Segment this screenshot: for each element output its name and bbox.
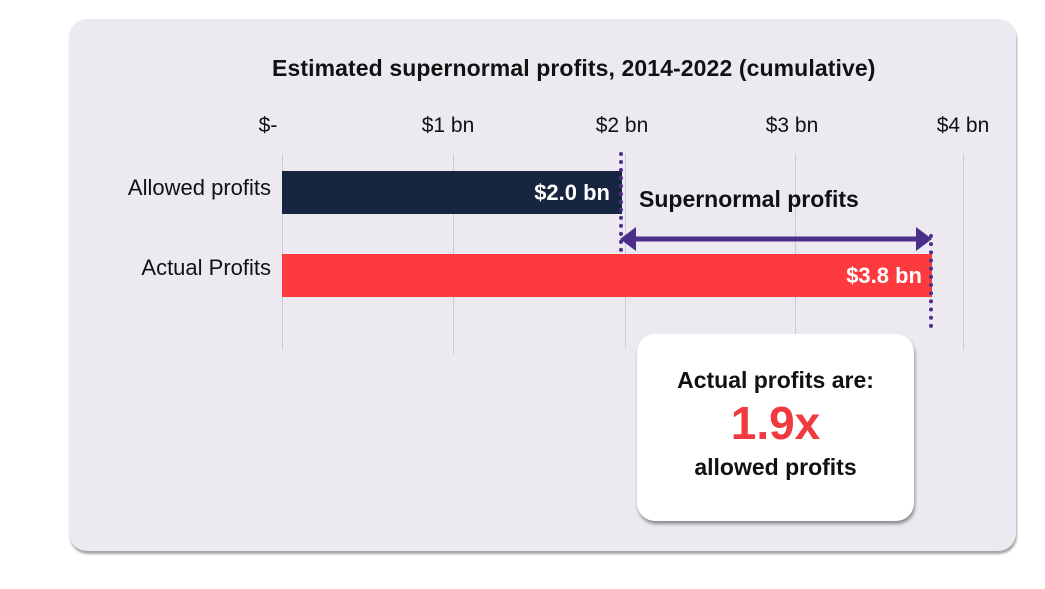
bar-value-allowed: $2.0 bn <box>534 179 610 205</box>
x-tick-2: $2 bn <box>595 114 649 137</box>
x-tick-4: $4 bn <box>936 114 990 137</box>
category-label-allowed: Allowed profits <box>127 175 271 200</box>
ratio-callout: Actual profits are: 1.9x allowed profits <box>637 334 914 521</box>
bar-value-actual: $3.8 bn <box>846 262 922 288</box>
gridline-4 <box>963 154 964 350</box>
gridline-3 <box>795 154 796 334</box>
x-tick-3: $3 bn <box>765 114 819 137</box>
bar-allowed-profits: $2.0 bn <box>282 171 622 214</box>
callout-line1: Actual profits are: <box>677 367 874 393</box>
dotted-line-actual <box>929 234 933 328</box>
callout-ratio: 1.9x <box>730 397 821 449</box>
chart-title: Estimated supernormal profits, 2014-2022… <box>272 55 876 81</box>
category-label-actual: Actual Profits <box>141 255 271 280</box>
callout-line3: allowed profits <box>694 454 857 480</box>
dotted-line-allowed <box>619 152 623 252</box>
x-tick-0: $- <box>258 114 278 137</box>
gridline-2 <box>625 154 626 348</box>
x-tick-1: $1 bn <box>421 114 475 137</box>
double-arrow-icon <box>620 227 932 251</box>
gridline-0 <box>282 154 283 350</box>
supernormal-profits-label: Supernormal profits <box>639 186 859 212</box>
bar-actual-profits: $3.8 bn <box>282 254 932 297</box>
